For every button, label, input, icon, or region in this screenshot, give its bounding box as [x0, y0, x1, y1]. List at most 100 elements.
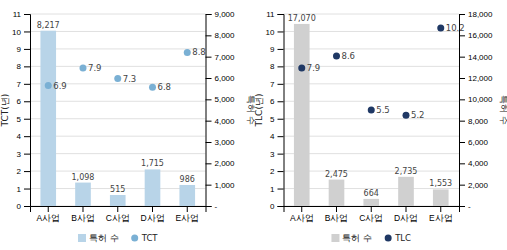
bar — [145, 169, 161, 206]
tick-label: 4 — [17, 132, 22, 141]
tick-label: 2 — [270, 167, 275, 176]
tick-label: 18,000 — [468, 10, 493, 19]
tick-mark — [24, 49, 30, 50]
tick-mark — [371, 206, 372, 212]
tick: 12,000 — [459, 74, 493, 83]
tick-label: 0 — [270, 202, 275, 211]
data-label: 8.8 — [192, 47, 206, 57]
data-label: 5.5 — [376, 105, 390, 115]
bar — [179, 185, 195, 206]
panel: 17,0702,4756642,7351,5537.98.65.55.210.2… — [254, 10, 507, 243]
tick-mark — [459, 35, 465, 36]
tick: E사업 — [175, 206, 199, 223]
tick-label: 6 — [270, 97, 275, 106]
chart-container: 8,2171,0985151,7159866.97.97.36.88.8A사업B… — [0, 0, 507, 250]
legend-swatch — [78, 234, 86, 242]
tick-label: E사업 — [429, 213, 453, 223]
tick: A사업 — [36, 206, 60, 223]
grid-line — [30, 48, 206, 49]
tick: 6,000 — [206, 74, 236, 83]
data-label: 5.2 — [411, 110, 425, 120]
panel: 8,2171,0985151,7159866.97.97.36.88.8A사업B… — [0, 10, 256, 243]
grid-line — [284, 153, 460, 154]
tick-mark — [459, 14, 465, 15]
tick-mark — [24, 66, 30, 67]
tick-label: 6,000 — [468, 138, 489, 147]
tick-label: 4 — [270, 132, 275, 141]
tick-label: 10,000 — [468, 95, 493, 104]
tick-mark — [24, 84, 30, 85]
tick: 1 — [17, 185, 30, 194]
tick: 1 — [270, 185, 283, 194]
point — [368, 107, 375, 114]
bar — [40, 31, 56, 206]
axis-title: TCT(년) — [0, 94, 10, 128]
tick-mark — [278, 14, 284, 15]
tick-mark — [24, 206, 30, 207]
tick: 5,000 — [206, 95, 236, 104]
grid-line — [30, 118, 206, 119]
grid-line — [30, 136, 206, 137]
grid-line — [30, 101, 206, 102]
tick-mark — [459, 78, 465, 79]
tick-label: 2,000 — [215, 159, 236, 168]
tick-mark — [278, 31, 284, 32]
tick: 11 — [266, 10, 283, 19]
tick-label: 10 — [12, 28, 21, 37]
tick-label: 3 — [270, 150, 275, 159]
tick-mark — [206, 99, 212, 100]
grid-line — [30, 153, 206, 154]
x-axis: A사업B사업C사업D사업E사업 — [284, 206, 460, 223]
tick-mark — [459, 163, 465, 164]
data-label: 1,098 — [72, 173, 95, 182]
tick-label: 1,000 — [215, 181, 236, 190]
tick-label: 14,000 — [468, 53, 493, 62]
marks — [294, 24, 449, 206]
tick-mark — [301, 206, 302, 212]
axis-line — [24, 15, 31, 207]
tick: 0 — [270, 202, 283, 211]
bar — [398, 177, 414, 206]
point — [298, 65, 305, 72]
tick-label: E사업 — [175, 213, 199, 223]
tick-label: 6,000 — [215, 74, 236, 83]
tick-mark — [206, 142, 212, 143]
tick: 2 — [17, 167, 30, 176]
data-label: 1,715 — [141, 159, 164, 168]
tick-label: B사업 — [71, 213, 95, 223]
tick-mark — [278, 154, 284, 155]
tick-label: 5,000 — [215, 95, 236, 104]
tick: 8,000 — [206, 31, 236, 40]
tick: 2,000 — [459, 181, 489, 190]
tick-label: 9,000 — [215, 10, 236, 19]
tick-label: 3 — [17, 150, 22, 159]
legend-label: 특허 수 — [342, 233, 372, 243]
tick: 6 — [17, 97, 30, 106]
tick: A사업 — [290, 206, 314, 223]
tick-mark — [278, 206, 284, 207]
point — [184, 49, 191, 56]
legend-item: TLC — [385, 233, 411, 243]
axis-line — [31, 207, 207, 213]
bar — [363, 199, 379, 206]
legend-item: TCT — [131, 233, 158, 243]
tick-label: 7 — [270, 80, 275, 89]
tick: D사업 — [394, 206, 418, 223]
tick-mark — [278, 101, 284, 102]
point — [79, 65, 86, 72]
tick-mark — [24, 171, 30, 172]
legend-item: 특허 수 — [331, 233, 372, 243]
data-label: 2,735 — [395, 167, 418, 176]
tick-mark — [459, 57, 465, 58]
tick-label: C사업 — [359, 213, 383, 223]
chart-svg: 8,2171,0985151,7159866.97.97.36.88.8A사업B… — [0, 0, 507, 250]
tick: 6 — [270, 97, 283, 106]
tick-label: 16,000 — [468, 31, 493, 40]
tick-mark — [278, 171, 284, 172]
y-axis: 01234567891011 — [12, 10, 30, 211]
tick-mark — [336, 206, 337, 212]
tick-mark — [278, 66, 284, 67]
bar — [110, 195, 126, 206]
data-label: 1,553 — [429, 179, 452, 188]
tick: 8 — [17, 62, 30, 71]
